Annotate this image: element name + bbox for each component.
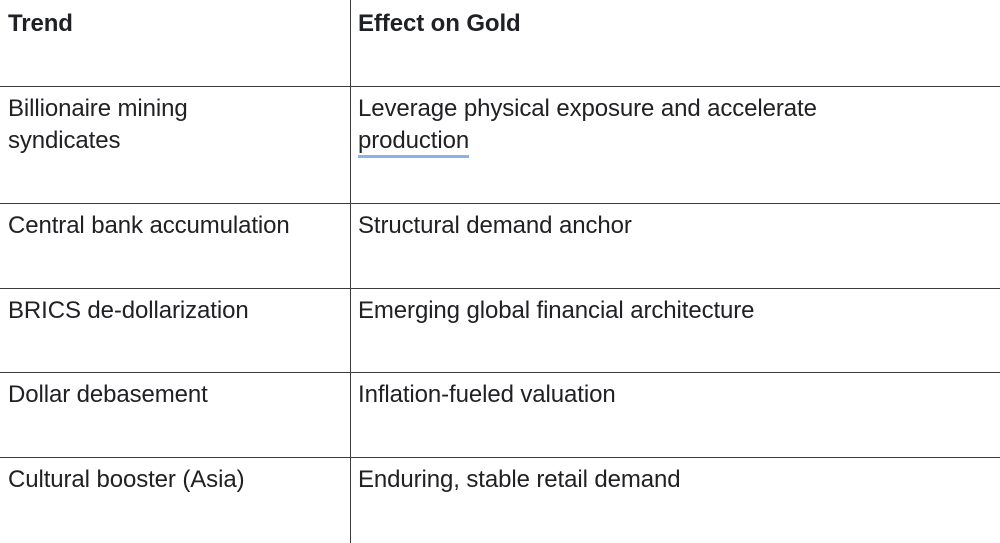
effect-cell: Enduring, stable retail demand (358, 466, 681, 493)
effect-cell: Emerging global financial architecture (358, 297, 755, 324)
spellcheck-word[interactable]: production (358, 127, 470, 154)
table-row: Billionaire mining syndicates Leverage p… (0, 86, 1000, 203)
trend-cell: Cultural booster (Asia) (8, 466, 245, 493)
effect-cell-line: Leverage physical exposure and accelerat… (358, 95, 817, 122)
table-row: Dollar debasement Inflation-fueled valua… (0, 372, 1000, 457)
effect-cell: Inflation-fueled valuation (358, 381, 616, 408)
trend-cell-line: Billionaire mining (8, 95, 188, 122)
table-row: BRICS de-dollarization Emerging global f… (0, 288, 1000, 372)
trend-cell: BRICS de-dollarization (8, 297, 249, 324)
effect-cell: Leverage physical exposure and accelerat… (350, 86, 1000, 203)
table-header-row: Trend Effect on Gold (0, 0, 1000, 86)
row-divider (0, 457, 1000, 458)
effect-cell: Structural demand anchor (358, 212, 632, 239)
table-row: Cultural booster (Asia) Enduring, stable… (0, 457, 1000, 543)
trend-cell: Dollar debasement (8, 381, 208, 408)
table-row: Central bank accumulation Structural dem… (0, 203, 1000, 288)
row-divider (0, 288, 1000, 289)
row-divider (0, 86, 1000, 87)
trend-cell: Central bank accumulation (8, 212, 290, 239)
row-divider (0, 372, 1000, 373)
trend-cell: Billionaire mining syndicates (0, 86, 350, 203)
header-effect-on-gold: Effect on Gold (358, 10, 521, 37)
trend-cell-line: syndicates (8, 127, 121, 154)
effect-cell-line: production (358, 125, 991, 157)
row-divider (0, 203, 1000, 204)
column-divider (350, 0, 351, 543)
header-trend: Trend (8, 10, 73, 37)
